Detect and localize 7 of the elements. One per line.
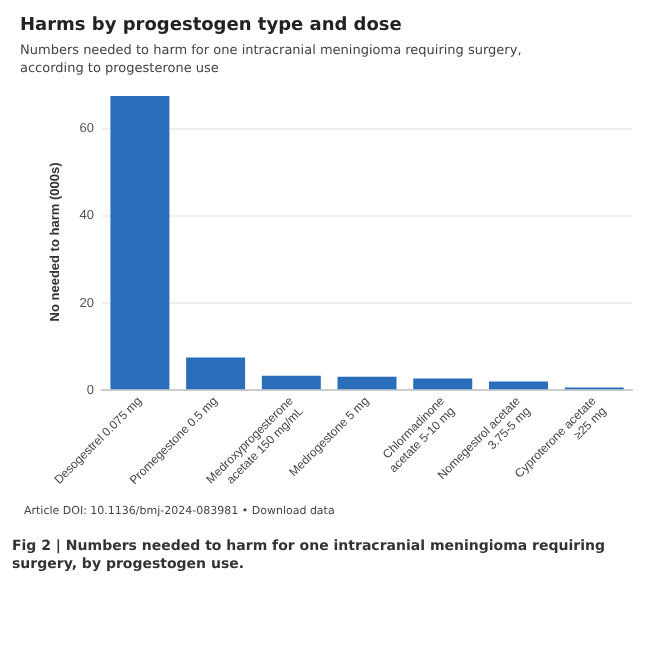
chart-title: Harms by progestogen type and dose bbox=[20, 16, 404, 36]
bar bbox=[110, 95, 170, 389]
bar bbox=[337, 375, 397, 389]
bar bbox=[488, 380, 548, 389]
bar bbox=[186, 356, 246, 389]
bar bbox=[261, 374, 321, 389]
bar bbox=[413, 377, 473, 389]
